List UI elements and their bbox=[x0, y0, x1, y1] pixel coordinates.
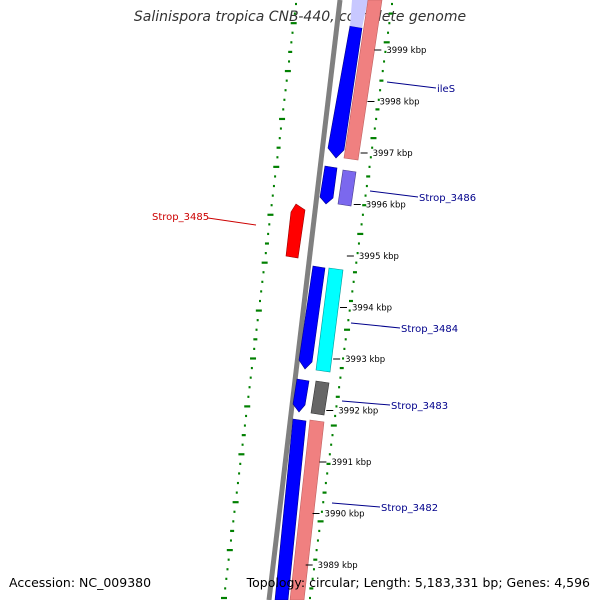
tick-label: 3990 kbp bbox=[325, 510, 365, 520]
tick-label: 3989 kbp bbox=[318, 561, 358, 571]
tick-label: 3993 kbp bbox=[345, 355, 385, 365]
tick-label: 3992 kbp bbox=[338, 407, 378, 417]
rna-track-block-top bbox=[343, 0, 383, 161]
gene-feature-strop-3486[interactable] bbox=[337, 169, 357, 207]
gene-label-iles[interactable]: ileS bbox=[437, 84, 455, 95]
tick-label: 3998 kbp bbox=[379, 98, 419, 108]
gene-feature-upstream bbox=[350, 0, 368, 28]
tick-label: 3991 kbp bbox=[331, 458, 371, 468]
gene-feature-strop-3486-cds[interactable] bbox=[319, 165, 338, 205]
gene-label-strop-3483[interactable]: Strop_3483 bbox=[391, 401, 448, 412]
gene-label-strop-3485[interactable]: Strop_3485 bbox=[152, 212, 209, 223]
tick-label: 3997 kbp bbox=[373, 149, 413, 159]
gc-content-track-outer bbox=[221, 2, 297, 600]
tick-label: 3996 kbp bbox=[366, 201, 406, 211]
gene-feature-strop-3484[interactable] bbox=[315, 267, 344, 373]
gene-label-strop-3486[interactable]: Strop_3486 bbox=[419, 193, 476, 204]
gene-feature-strop-3482-cds[interactable] bbox=[274, 418, 307, 600]
rna-track-block-bottom bbox=[289, 419, 325, 600]
gene-feature-strop-3485[interactable] bbox=[285, 203, 306, 259]
genome-backbone bbox=[266, 0, 343, 600]
tick-label: 3999 kbp bbox=[386, 46, 426, 56]
map-title: Salinispora tropica CNB-440, complete ge… bbox=[133, 9, 467, 25]
tick-label: 3995 kbp bbox=[359, 252, 399, 262]
genome-summary: Topology: circular; Length: 5,183,331 bp… bbox=[246, 575, 590, 590]
gene-feature-strop-3483-cds[interactable] bbox=[292, 378, 310, 413]
gene-feature-strop-3483[interactable] bbox=[310, 380, 330, 416]
tick-label: 3994 kbp bbox=[352, 304, 392, 314]
gene-label-strop-3484[interactable]: Strop_3484 bbox=[401, 324, 458, 335]
coordinate-ticks: 3999 kbp 3998 kbp 3997 kbp 3996 kbp 3995 kbp… bbox=[305, 46, 426, 571]
gene-label-strop-3482[interactable]: Strop_3482 bbox=[381, 503, 438, 514]
accession-label: Accession: NC_009380 bbox=[9, 575, 152, 590]
gene-label-lines bbox=[207, 81, 437, 508]
gene-labels: ileS Strop_3486 Strop_3485 Strop_3484 St… bbox=[152, 84, 476, 514]
gene-feature-strop-3484-cds[interactable] bbox=[298, 265, 326, 370]
gc-content-track-inner bbox=[309, 2, 393, 600]
